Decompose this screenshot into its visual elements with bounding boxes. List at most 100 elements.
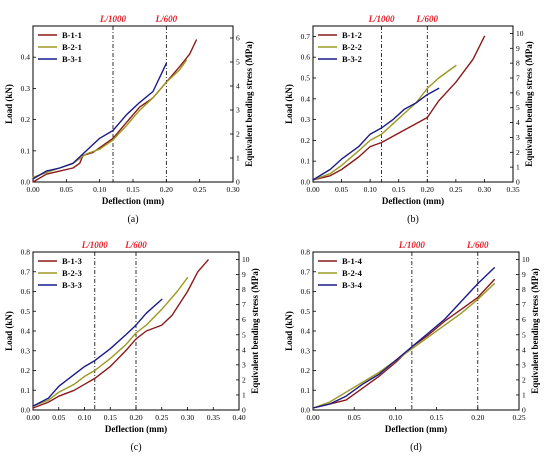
x-tick-label: 0.05 — [52, 413, 65, 422]
y2-tick-label: 4 — [242, 345, 246, 354]
x-tick-label: 0.10 — [93, 185, 106, 194]
y-tick-label: 0.3 — [301, 346, 311, 355]
legend-entry: B-2-2 — [342, 42, 362, 52]
x-tick-label: 0.30 — [226, 185, 239, 194]
x-axis-label: Deflection (mm) — [385, 424, 447, 434]
series-line-B-1-1 — [32, 39, 198, 183]
series-line-B-1-4 — [312, 278, 495, 409]
y2-tick-label: 5 — [236, 58, 240, 67]
legend-entry: B-1-4 — [342, 256, 363, 266]
x-tick-label: 0.00 — [306, 413, 319, 422]
x-tick-label: 0.05 — [348, 413, 361, 422]
legend-entry: B-1-3 — [62, 256, 82, 266]
y2-tick-label: 9 — [516, 44, 520, 53]
x-tick-label: 0.20 — [471, 413, 484, 422]
x-tick-label: 0.30 — [478, 185, 491, 194]
y2-tick-label: 4 — [236, 82, 240, 91]
y2-tick-label: 1 — [236, 154, 240, 163]
y-tick-label: 0.1 — [301, 386, 311, 395]
y-tick-label: 0.6 — [21, 287, 31, 296]
y2-tick-label: 3 — [242, 360, 246, 369]
y-tick-label: 0.5 — [301, 307, 311, 316]
limit-label: L/600 — [466, 240, 489, 250]
y-tick-label: 0.6 — [301, 287, 311, 296]
y-axis-label: Load (kN) — [284, 311, 294, 351]
y-tick-label: 0.7 — [301, 32, 311, 41]
y2-tick-label: 2 — [242, 375, 246, 384]
x-tick-label: 0.15 — [104, 413, 117, 422]
series-line-B-3-2 — [312, 87, 440, 181]
y-tick-label: 0.4 — [21, 53, 31, 62]
y2-tick-label: 2 — [516, 148, 520, 157]
y2-tick-label: 9 — [242, 270, 246, 279]
series-line-B-2-3 — [32, 277, 189, 407]
y2-tick-label: 8 — [516, 59, 520, 68]
plot-frame — [312, 25, 514, 183]
y2-tick-label: 6 — [242, 315, 246, 324]
x-tick-label: 0.10 — [78, 413, 91, 422]
y2-tick-label: 4 — [522, 345, 526, 354]
x-axis-label: Deflection (mm) — [382, 196, 444, 206]
y2-tick-label: 10 — [516, 29, 524, 38]
panel-label: (a) — [127, 214, 138, 225]
series-line-B-3-1 — [32, 62, 168, 180]
y-tick-label: 0.6 — [301, 53, 311, 62]
x-tick-label: 0.40 — [232, 413, 245, 422]
y-axis-label: Load (kN) — [4, 84, 14, 124]
limit-label: L/600 — [124, 240, 147, 250]
x-tick-label: 0.15 — [126, 185, 139, 194]
y2-tick-label: 7 — [516, 74, 520, 83]
legend-entry: B-3-1 — [62, 54, 82, 64]
panel-label: (d) — [410, 442, 422, 453]
y2-tick-label: 3 — [236, 106, 240, 115]
y-tick-label: 0.2 — [301, 366, 311, 375]
y2-tick-label: 7 — [522, 300, 526, 309]
y2-tick-label: 3 — [522, 360, 526, 369]
y2-tick-label: 4 — [516, 118, 520, 127]
y-tick-label: 0.3 — [301, 115, 311, 124]
y2-tick-label: 5 — [522, 330, 526, 339]
y2-tick-label: 6 — [516, 88, 520, 97]
y-tick-label: 0.0 — [301, 178, 311, 187]
series-line-B-1-2 — [312, 35, 486, 181]
y2-tick-label: 5 — [516, 103, 520, 112]
y-tick-label: 0.0 — [301, 406, 311, 415]
legend-entry: B-2-4 — [342, 268, 363, 278]
x-tick-label: 0.25 — [193, 185, 206, 194]
x-tick-label: 0.35 — [506, 185, 519, 194]
series-line-B-2-1 — [32, 59, 188, 179]
chart-panel-1: 0.00 0.05 0.10 0.15 0.20 0.25 0.300.00.10.20.3… — [4, 14, 254, 225]
y2-axis-label: Equivalent bending stress (MPa) — [530, 268, 540, 394]
panel-label: (c) — [130, 442, 141, 453]
y2-axis-label: Equivalent bending stress (MPa) — [244, 41, 254, 167]
y-tick-label: 0.7 — [301, 267, 311, 276]
y2-tick-label: 3 — [516, 133, 520, 142]
y2-tick-label: 0 — [236, 178, 240, 187]
x-tick-label: 0.10 — [364, 185, 377, 194]
legend-entry: B-1-2 — [342, 30, 362, 40]
y-tick-label: 0.0 — [21, 406, 31, 415]
y-tick-label: 0.7 — [21, 267, 31, 276]
x-tick-label: 0.05 — [60, 185, 73, 194]
y2-tick-label: 6 — [522, 315, 526, 324]
x-tick-label: 0.25 — [512, 413, 525, 422]
limit-label: L/1000 — [81, 240, 108, 250]
x-tick-label: 0.35 — [207, 413, 220, 422]
y2-tick-label: 0 — [242, 406, 246, 415]
x-tick-label: 0.25 — [155, 413, 168, 422]
y2-tick-label: 8 — [242, 285, 246, 294]
chart-panel-2: 0.00 0.05 0.10 0.15 0.20 0.25 0.30 0.350.00.10.… — [284, 14, 534, 225]
series-line-B-2-2 — [312, 64, 457, 181]
y2-tick-label: 10 — [242, 255, 250, 264]
y-tick-label: 0.2 — [21, 115, 31, 124]
legend-entry: B-1-1 — [62, 30, 82, 40]
x-tick-label: 0.20 — [421, 185, 434, 194]
y-tick-label: 0.5 — [301, 74, 311, 83]
x-tick-label: 0.20 — [160, 185, 173, 194]
y-tick-label: 0.2 — [301, 136, 311, 145]
y2-tick-label: 1 — [522, 390, 526, 399]
limit-label: L/600 — [155, 14, 178, 24]
y2-tick-label: 2 — [236, 130, 240, 139]
series-line-B-3-4 — [312, 267, 495, 409]
